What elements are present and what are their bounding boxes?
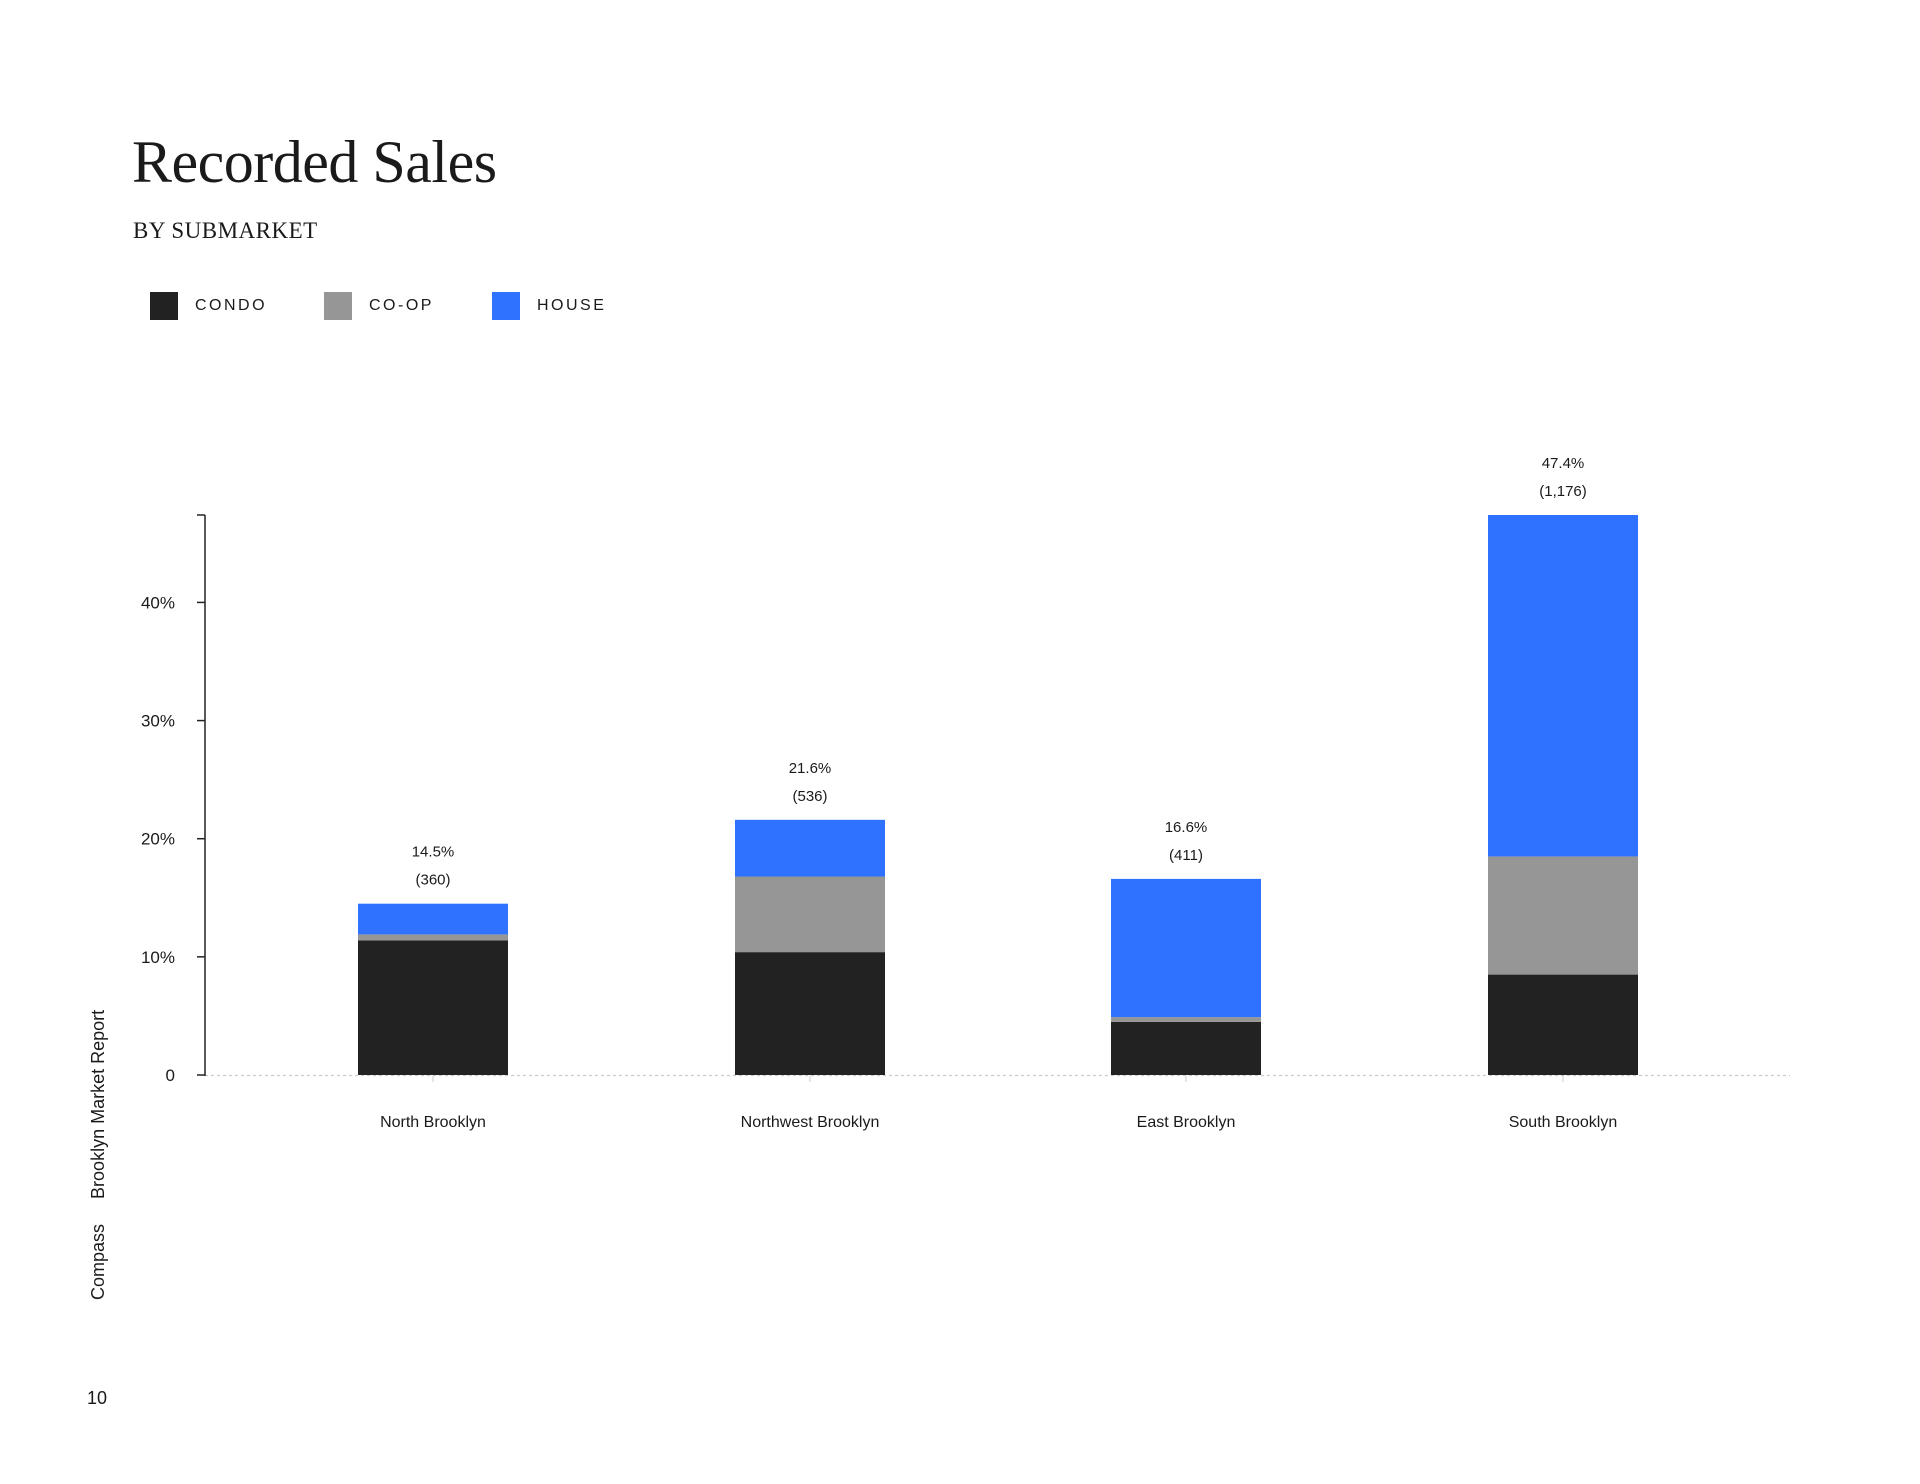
side-report-name: Brooklyn Market Report xyxy=(88,1009,108,1199)
y-tick-label: 10% xyxy=(141,948,175,967)
bar-total-count: (360) xyxy=(415,872,450,889)
x-tick-label: North Brooklyn xyxy=(380,1114,486,1131)
side-brand: Compass xyxy=(88,1223,108,1300)
bar-total-percent: 16.6% xyxy=(1165,819,1208,836)
y-tick-label: 0 xyxy=(166,1066,175,1085)
bar-total-count: (536) xyxy=(792,788,827,805)
legend-label-coop: CO-OP xyxy=(369,297,434,314)
bar-total-percent: 14.5% xyxy=(412,844,455,861)
legend-swatch-condo xyxy=(150,292,178,320)
bar-segment-coop xyxy=(358,934,508,941)
bar-total-count: (411) xyxy=(1169,847,1203,864)
bar-segment-house xyxy=(735,819,885,877)
x-tick-label: South Brooklyn xyxy=(1509,1114,1618,1131)
legend-swatch-house xyxy=(492,292,520,320)
side-footer-text: Compass Brooklyn Market Report xyxy=(88,1010,109,1300)
bar-total-percent: 47.4% xyxy=(1542,455,1585,472)
y-tick-label: 20% xyxy=(141,830,175,849)
legend-item-coop: CO-OP xyxy=(324,291,434,321)
bar-segment-coop xyxy=(1488,856,1638,975)
legend-item-house: HOUSE xyxy=(492,291,606,321)
bar-segment-house xyxy=(358,903,508,935)
y-tick-label: 40% xyxy=(141,593,175,612)
bar-total-count: (1,176) xyxy=(1539,483,1587,500)
legend-label-condo: CONDO xyxy=(195,297,268,314)
bar-segment-coop xyxy=(735,876,885,953)
page-number: 10 xyxy=(87,1388,108,1408)
bar-segment-condo xyxy=(1111,1021,1261,1075)
chart-title: Recorded Sales xyxy=(132,129,497,195)
x-tick-label: Northwest Brooklyn xyxy=(741,1114,880,1131)
bar-segment-condo xyxy=(1488,974,1638,1075)
bar-segment-house xyxy=(1111,878,1261,1018)
y-tick-label: 30% xyxy=(141,712,175,731)
bar-segment-coop xyxy=(1111,1017,1261,1022)
legend-swatch-coop xyxy=(324,292,352,320)
legend-item-condo: CONDO xyxy=(150,291,267,321)
x-tick-label: East Brooklyn xyxy=(1137,1114,1236,1131)
bar-total-percent: 21.6% xyxy=(789,760,832,777)
legend-label-house: HOUSE xyxy=(537,297,607,314)
bar-segment-condo xyxy=(358,940,508,1075)
chart-subtitle: BY SUBMARKET xyxy=(133,218,318,243)
bar-segment-house xyxy=(1488,515,1638,857)
bar-segment-condo xyxy=(735,952,885,1075)
